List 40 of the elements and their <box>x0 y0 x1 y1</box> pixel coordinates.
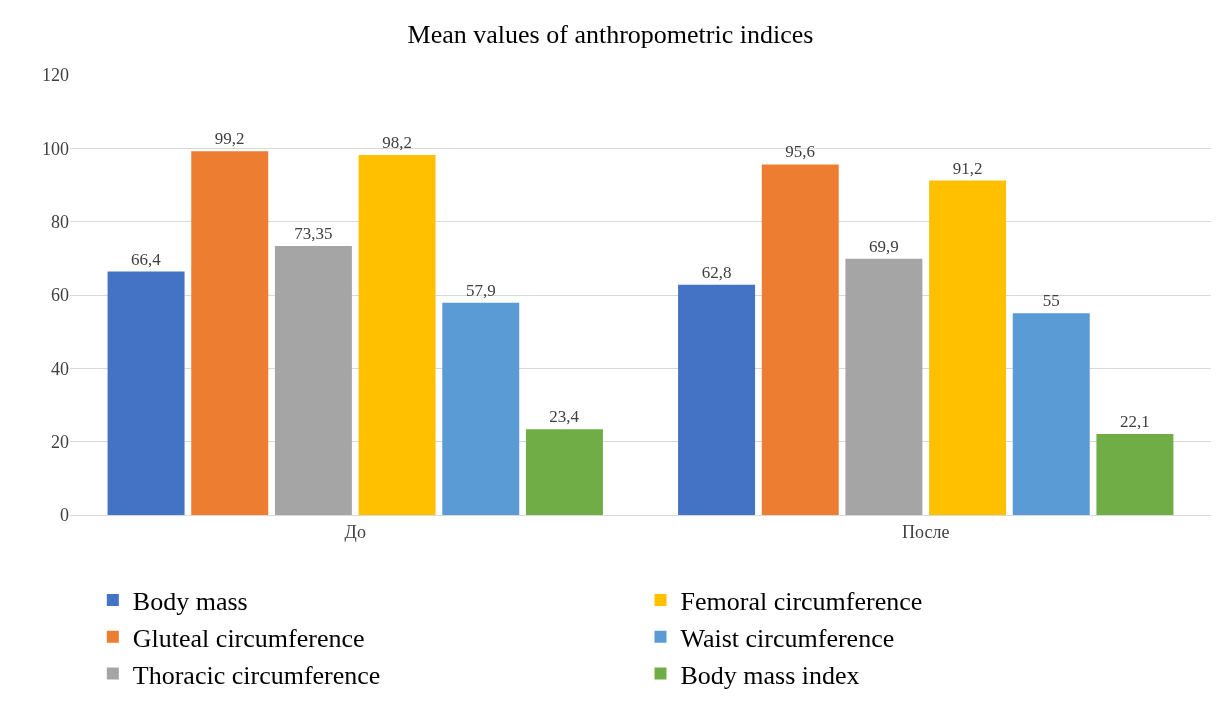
bar <box>525 429 603 515</box>
data-label: 99,2 <box>214 129 245 149</box>
bar <box>678 284 756 515</box>
data-label: 95,6 <box>785 142 816 162</box>
x-tick-label: До <box>344 521 366 542</box>
data-label: 57,9 <box>465 280 496 300</box>
bar <box>1096 433 1174 515</box>
legend-label: Gluteal circumference <box>132 623 365 653</box>
legend-label: Femoral circumference <box>680 587 923 617</box>
y-tick-label: 80 <box>51 211 69 232</box>
bar <box>358 154 436 515</box>
legend-label: Body mass <box>132 587 248 617</box>
y-tick-label: 20 <box>51 431 69 452</box>
bar <box>845 258 923 515</box>
legend-label: Body mass index <box>680 660 860 690</box>
y-tick-label: 40 <box>51 358 69 379</box>
x-tick-label: После <box>902 521 950 542</box>
bar <box>191 151 269 515</box>
y-tick-label: 120 <box>42 65 69 86</box>
data-label: 23,4 <box>549 407 580 427</box>
bar <box>1012 313 1090 515</box>
bar <box>442 302 520 515</box>
bar <box>107 271 185 515</box>
y-tick-label: 0 <box>60 505 69 526</box>
data-label: 98,2 <box>382 132 412 152</box>
bar <box>274 246 352 515</box>
legend-label: Thoracic circumference <box>132 660 381 690</box>
y-tick-label: 60 <box>51 285 69 306</box>
data-label: 22,1 <box>1120 411 1150 431</box>
bar <box>929 180 1007 515</box>
bar <box>761 164 839 515</box>
data-label: 91,2 <box>952 158 983 178</box>
data-label: 66,4 <box>130 249 162 269</box>
data-label: 55 <box>1042 291 1060 311</box>
y-tick-label: 100 <box>42 138 69 159</box>
chart-title: Mean values of anthropometric indices <box>407 20 814 50</box>
data-label: 69,9 <box>869 236 899 256</box>
legend-label: Waist circumference <box>680 623 895 653</box>
data-label: 62,8 <box>701 262 732 282</box>
data-label: 73,35 <box>294 224 333 244</box>
